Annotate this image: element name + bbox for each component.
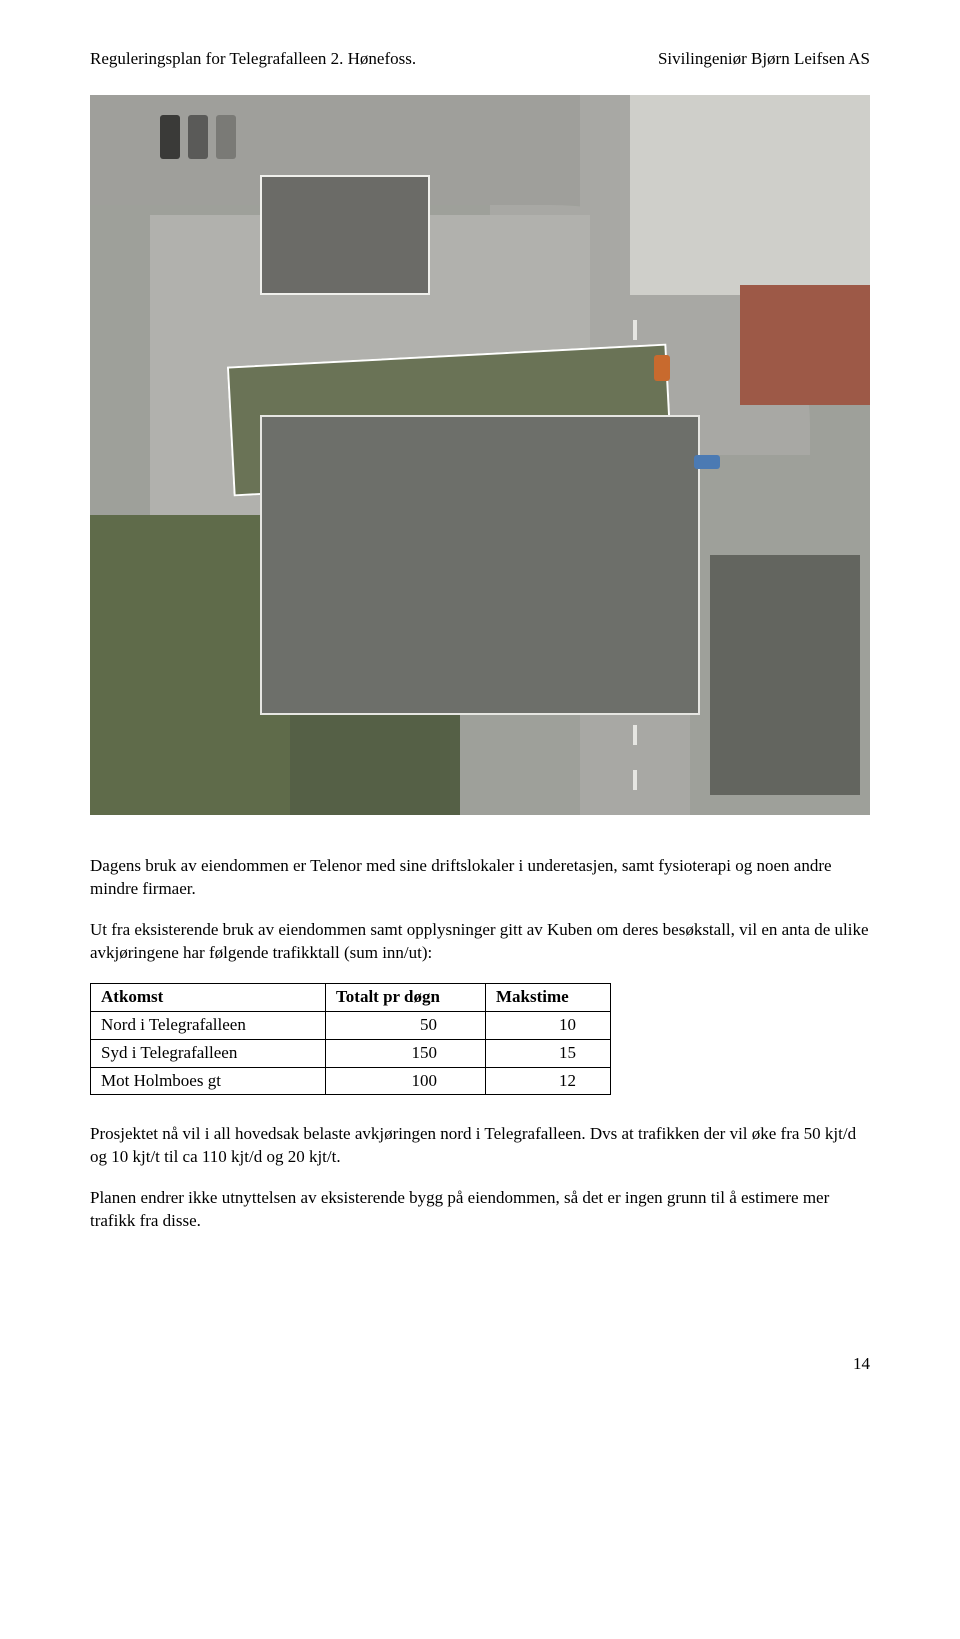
cell-label: Mot Holmboes gt xyxy=(91,1067,326,1095)
cell-total: 50 xyxy=(326,1011,486,1039)
page-number: 14 xyxy=(90,1353,870,1376)
cell-max: 10 xyxy=(486,1011,611,1039)
paragraph-intro-table: Ut fra eksisterende bruk av eiendommen s… xyxy=(90,919,870,965)
traffic-table: Atkomst Totalt pr døgn Makstime Nord i T… xyxy=(90,983,611,1096)
cell-max: 12 xyxy=(486,1067,611,1095)
header-right-author: Sivilingeniør Bjørn Leifsen AS xyxy=(658,48,870,71)
aerial-photo xyxy=(90,95,870,815)
cell-total: 100 xyxy=(326,1067,486,1095)
cell-label: Syd i Telegrafalleen xyxy=(91,1039,326,1067)
paragraph-usage: Dagens bruk av eiendommen er Telenor med… xyxy=(90,855,870,901)
paragraph-plan: Planen endrer ikke utnyttelsen av eksist… xyxy=(90,1187,870,1233)
th-makstime: Makstime xyxy=(486,983,611,1011)
th-total: Totalt pr døgn xyxy=(326,983,486,1011)
paragraph-project: Prosjektet nå vil i all hovedsak belaste… xyxy=(90,1123,870,1169)
table-row: Syd i Telegrafalleen 150 15 xyxy=(91,1039,611,1067)
table-row: Mot Holmboes gt 100 12 xyxy=(91,1067,611,1095)
table-row: Nord i Telegrafalleen 50 10 xyxy=(91,1011,611,1039)
cell-total: 150 xyxy=(326,1039,486,1067)
header-left-title: Reguleringsplan for Telegrafalleen 2. Hø… xyxy=(90,48,416,71)
cell-label: Nord i Telegrafalleen xyxy=(91,1011,326,1039)
table-header-row: Atkomst Totalt pr døgn Makstime xyxy=(91,983,611,1011)
th-atkomst: Atkomst xyxy=(91,983,326,1011)
cell-max: 15 xyxy=(486,1039,611,1067)
